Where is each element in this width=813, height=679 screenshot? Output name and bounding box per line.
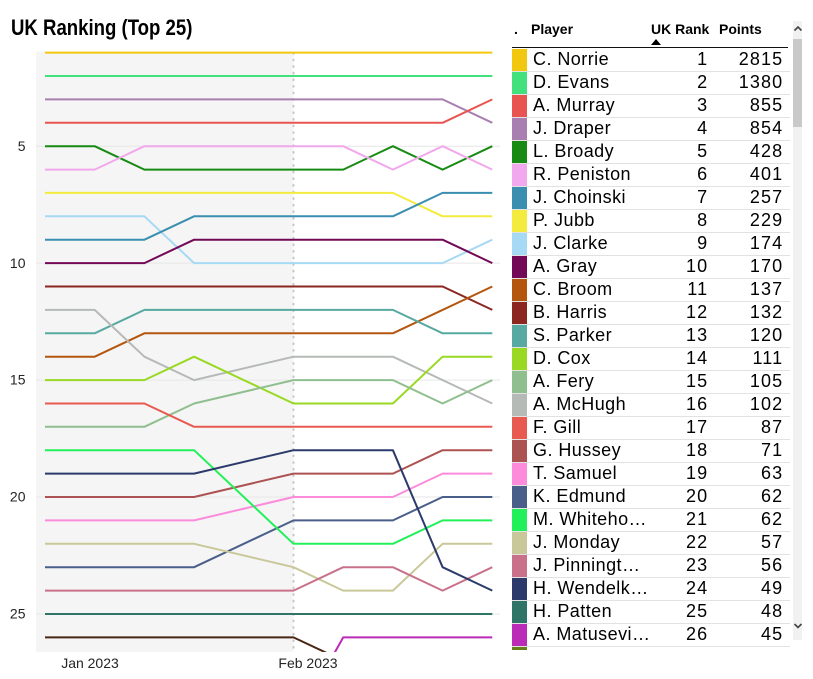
svg-text:Jan 2023: Jan 2023: [61, 655, 119, 671]
svg-text:Feb 2023: Feb 2023: [278, 655, 337, 671]
svg-text:25: 25: [10, 606, 26, 622]
svg-text:5: 5: [18, 138, 26, 154]
svg-text:15: 15: [10, 372, 26, 388]
svg-text:10: 10: [10, 255, 26, 271]
svg-text:20: 20: [10, 489, 26, 505]
